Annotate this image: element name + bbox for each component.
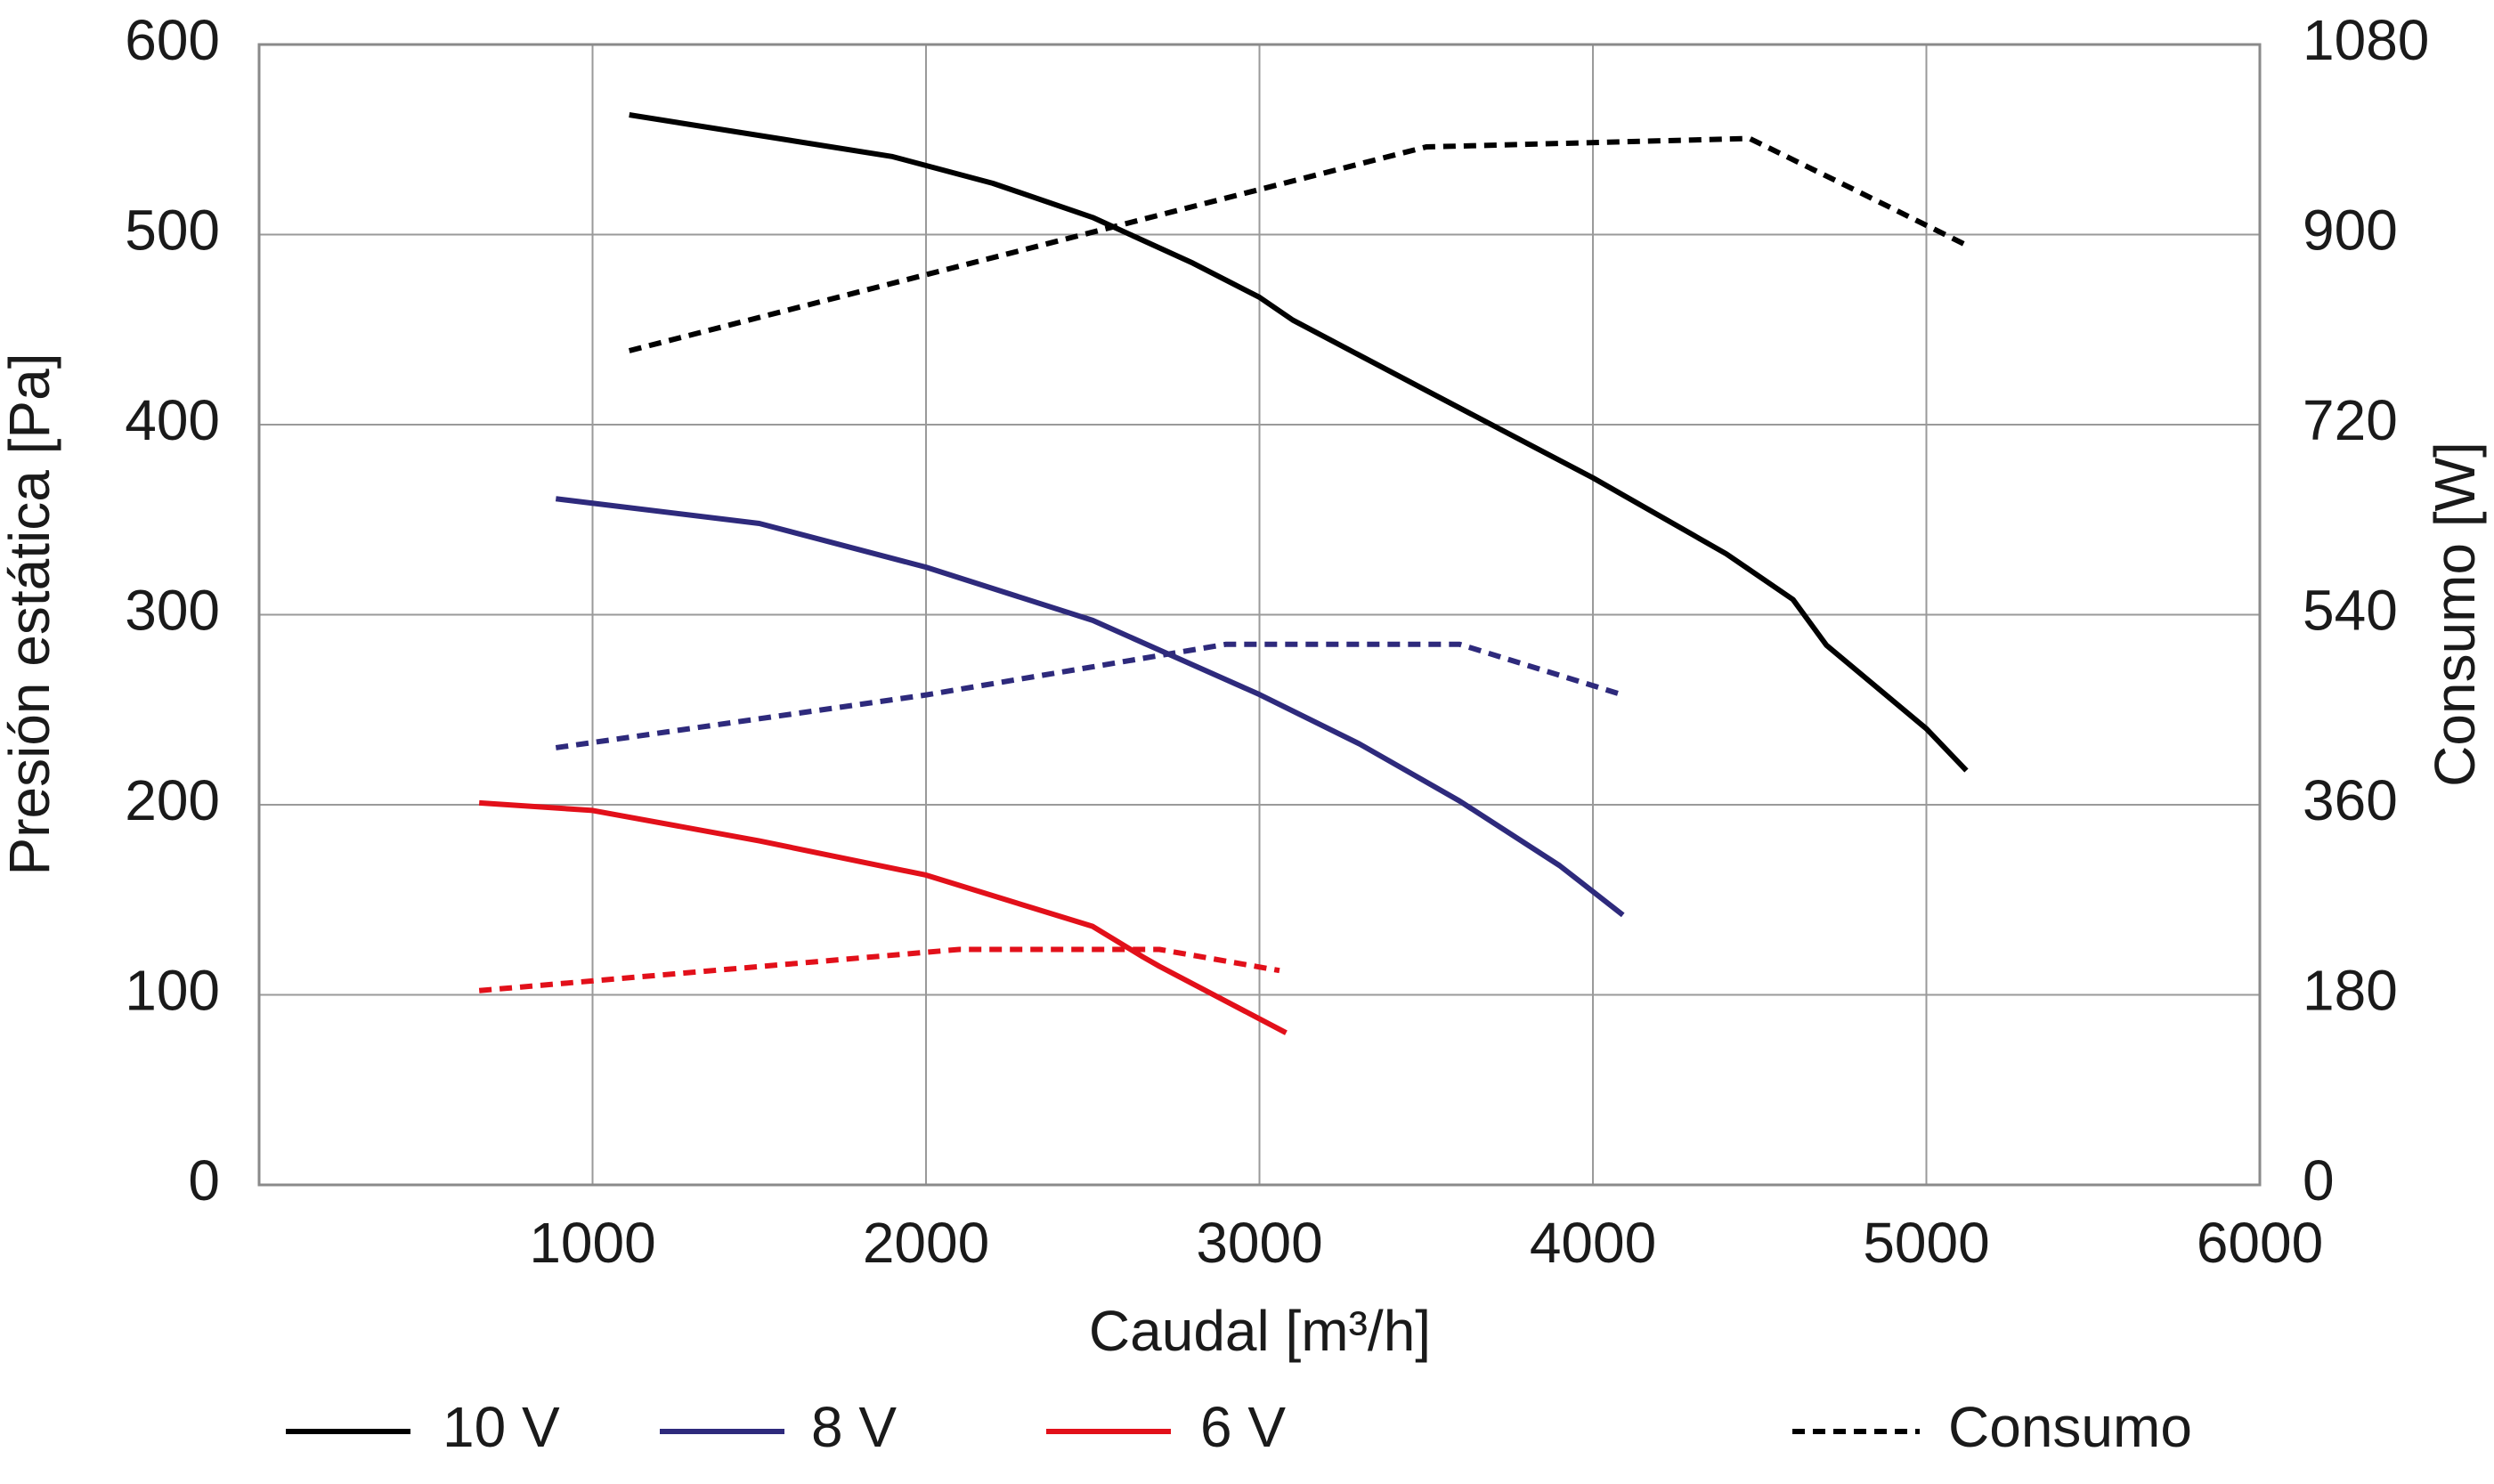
- y2-tick-label: 1080: [2303, 8, 2429, 72]
- x-tick-label: 3000: [1196, 1211, 1322, 1275]
- y2-tick-label: 720: [2303, 388, 2398, 452]
- y-axis-title: Presión estática [Pa]: [0, 353, 61, 876]
- legend-label: 10 V: [443, 1395, 560, 1459]
- pressure-line: [555, 496, 1625, 918]
- legend-label: Consumo: [1948, 1395, 2192, 1459]
- x-tick-label: 6000: [2197, 1211, 2323, 1275]
- plot-frame: [257, 43, 2262, 1187]
- pressure-line: [629, 112, 1969, 773]
- y-tick-label: 300: [125, 578, 220, 642]
- x-tick-label: 1000: [529, 1211, 655, 1275]
- y-tick-label: 600: [125, 8, 220, 72]
- y-tick-label: 500: [125, 198, 220, 262]
- legend-label: 8 V: [811, 1395, 897, 1459]
- x-axis-title: Caudal [m³/h]: [1089, 1299, 1431, 1363]
- y-tick-label: 400: [125, 388, 220, 452]
- pressure-line: [478, 799, 1288, 1035]
- y2-tick-label: 180: [2303, 958, 2398, 1022]
- x-tick-label: 2000: [863, 1211, 989, 1275]
- y-tick-label: 0: [188, 1148, 220, 1212]
- consumption-line: [478, 946, 1280, 993]
- consumption-line: [628, 135, 1968, 353]
- y2-tick-label: 0: [2303, 1148, 2335, 1212]
- y2-tick-label: 900: [2303, 198, 2398, 262]
- x-tick-label: 5000: [1863, 1211, 1989, 1275]
- y-tick-label: 200: [125, 768, 220, 832]
- y2-axis-title: Consumo [W]: [2423, 442, 2487, 787]
- y2-tick-label: 540: [2303, 578, 2398, 642]
- legend-label: 6 V: [1200, 1395, 1286, 1459]
- x-tick-label: 4000: [1530, 1211, 1656, 1275]
- y-tick-label: 100: [125, 958, 220, 1022]
- y2-tick-label: 360: [2303, 768, 2398, 832]
- consumption-line: [555, 641, 1624, 750]
